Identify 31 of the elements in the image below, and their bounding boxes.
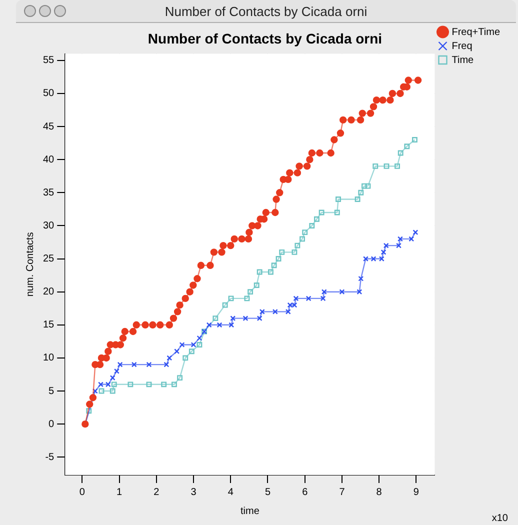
text: Number of Contacts by Cicada orni <box>164 4 368 19</box>
y-tick-label: 0 <box>48 418 55 430</box>
y-tick-label: 5 <box>48 386 55 397</box>
x-tick-label: 6 <box>302 486 308 498</box>
y-tick-label: 50 <box>43 88 55 100</box>
legend-label: Freq <box>452 40 472 52</box>
x-axis-title: time <box>240 506 260 517</box>
x-tick-label: 1 <box>116 486 123 498</box>
x-tick-label: 7 <box>339 486 346 498</box>
x-tick-label: 9 <box>413 486 420 498</box>
y-tick-label: 10 <box>43 352 55 364</box>
legend-label: Time <box>452 54 474 66</box>
chart-title: Number of Contacts by Cicada orni <box>148 30 382 46</box>
y-tick-label: 20 <box>43 286 55 298</box>
y-axis-title: num. Contacts <box>24 232 36 297</box>
y-tick-label: 45 <box>43 121 55 132</box>
y-tick-label: 40 <box>43 154 55 166</box>
x-tick-label: 4 <box>228 486 234 498</box>
x-tick-label: 2 <box>154 486 160 498</box>
y-tick-label: 55 <box>43 55 55 66</box>
y-tick-label: 15 <box>43 320 55 331</box>
y-tick-label: 25 <box>43 254 55 265</box>
x-tick-label: 0 <box>79 486 86 498</box>
text: x10 <box>492 513 508 524</box>
legend-label: Freq+Time <box>452 26 500 38</box>
y-tick-label: -5 <box>45 452 55 463</box>
y-tick-label: 30 <box>43 220 55 232</box>
x-tick-label: 5 <box>264 486 271 498</box>
x-tick-label: 3 <box>190 486 197 498</box>
y-tick-label: 35 <box>43 187 55 198</box>
x-tick-label: 8 <box>376 486 382 498</box>
